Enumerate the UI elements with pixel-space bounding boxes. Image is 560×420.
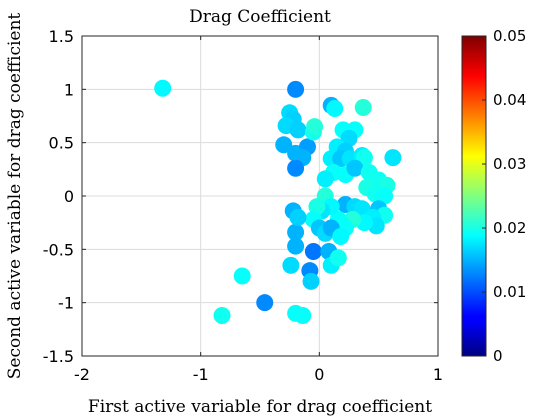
axis-ticks bbox=[81, 35, 439, 357]
data-point bbox=[302, 272, 320, 290]
x-tick-label: -1 bbox=[193, 365, 209, 384]
colorbar bbox=[461, 35, 487, 357]
data-point bbox=[294, 306, 312, 324]
data-point bbox=[289, 208, 307, 226]
x-tick-label: 0 bbox=[314, 365, 324, 384]
x-tick-label: -2 bbox=[74, 365, 90, 384]
y-tick-label: 0 bbox=[64, 187, 74, 206]
data-point bbox=[256, 294, 274, 312]
data-point bbox=[316, 170, 334, 188]
colorbar-tick-label: 0.04 bbox=[493, 91, 526, 109]
colorbar-tick-label: 0.02 bbox=[493, 219, 526, 237]
chart-title: Drag Coefficient bbox=[189, 7, 331, 27]
data-point bbox=[282, 256, 300, 274]
y-axis-label: Second active variable for drag coeffici… bbox=[5, 13, 25, 380]
data-point bbox=[376, 187, 394, 205]
data-point bbox=[275, 136, 293, 154]
y-tick-label: 1 bbox=[64, 80, 74, 99]
colorbar-tick-label: 0.01 bbox=[493, 283, 526, 301]
data-point bbox=[346, 159, 364, 177]
data-point bbox=[329, 249, 347, 267]
x-axis-label: First active variable for drag coefficie… bbox=[88, 397, 432, 417]
x-tick-labels: -2 -1 0 1 bbox=[74, 365, 443, 384]
data-point bbox=[308, 198, 326, 216]
data-points bbox=[154, 79, 402, 324]
data-point bbox=[306, 118, 324, 136]
data-point bbox=[233, 267, 251, 285]
data-point bbox=[304, 242, 322, 260]
data-point bbox=[354, 98, 372, 116]
data-point bbox=[326, 100, 344, 118]
colorbar-tick-label: 0.05 bbox=[493, 27, 526, 45]
data-point bbox=[332, 228, 350, 246]
x-tick-label: 1 bbox=[433, 365, 443, 384]
data-point bbox=[340, 129, 358, 147]
colorbar-tick-label: 0 bbox=[493, 347, 503, 365]
data-point bbox=[287, 159, 305, 177]
colorbar-tick-label: 0.03 bbox=[493, 155, 526, 173]
y-tick-label: -1 bbox=[58, 294, 74, 313]
data-point bbox=[289, 121, 307, 139]
data-point bbox=[384, 149, 402, 167]
y-tick-label: 0.5 bbox=[49, 134, 74, 153]
data-point bbox=[287, 237, 305, 255]
data-point bbox=[287, 223, 305, 241]
y-tick-labels: -1.5 -1 -0.5 0 0.5 1 1.5 bbox=[43, 27, 74, 366]
data-point bbox=[213, 306, 231, 324]
data-point bbox=[287, 80, 305, 98]
colorbar-tick-labels: 0 0.01 0.02 0.03 0.04 0.05 bbox=[493, 27, 526, 365]
data-point bbox=[154, 79, 172, 97]
y-tick-label: -0.5 bbox=[43, 240, 74, 259]
y-tick-label: 1.5 bbox=[49, 27, 74, 46]
colorbar-ticks bbox=[482, 35, 486, 357]
y-tick-label: -1.5 bbox=[43, 347, 74, 366]
